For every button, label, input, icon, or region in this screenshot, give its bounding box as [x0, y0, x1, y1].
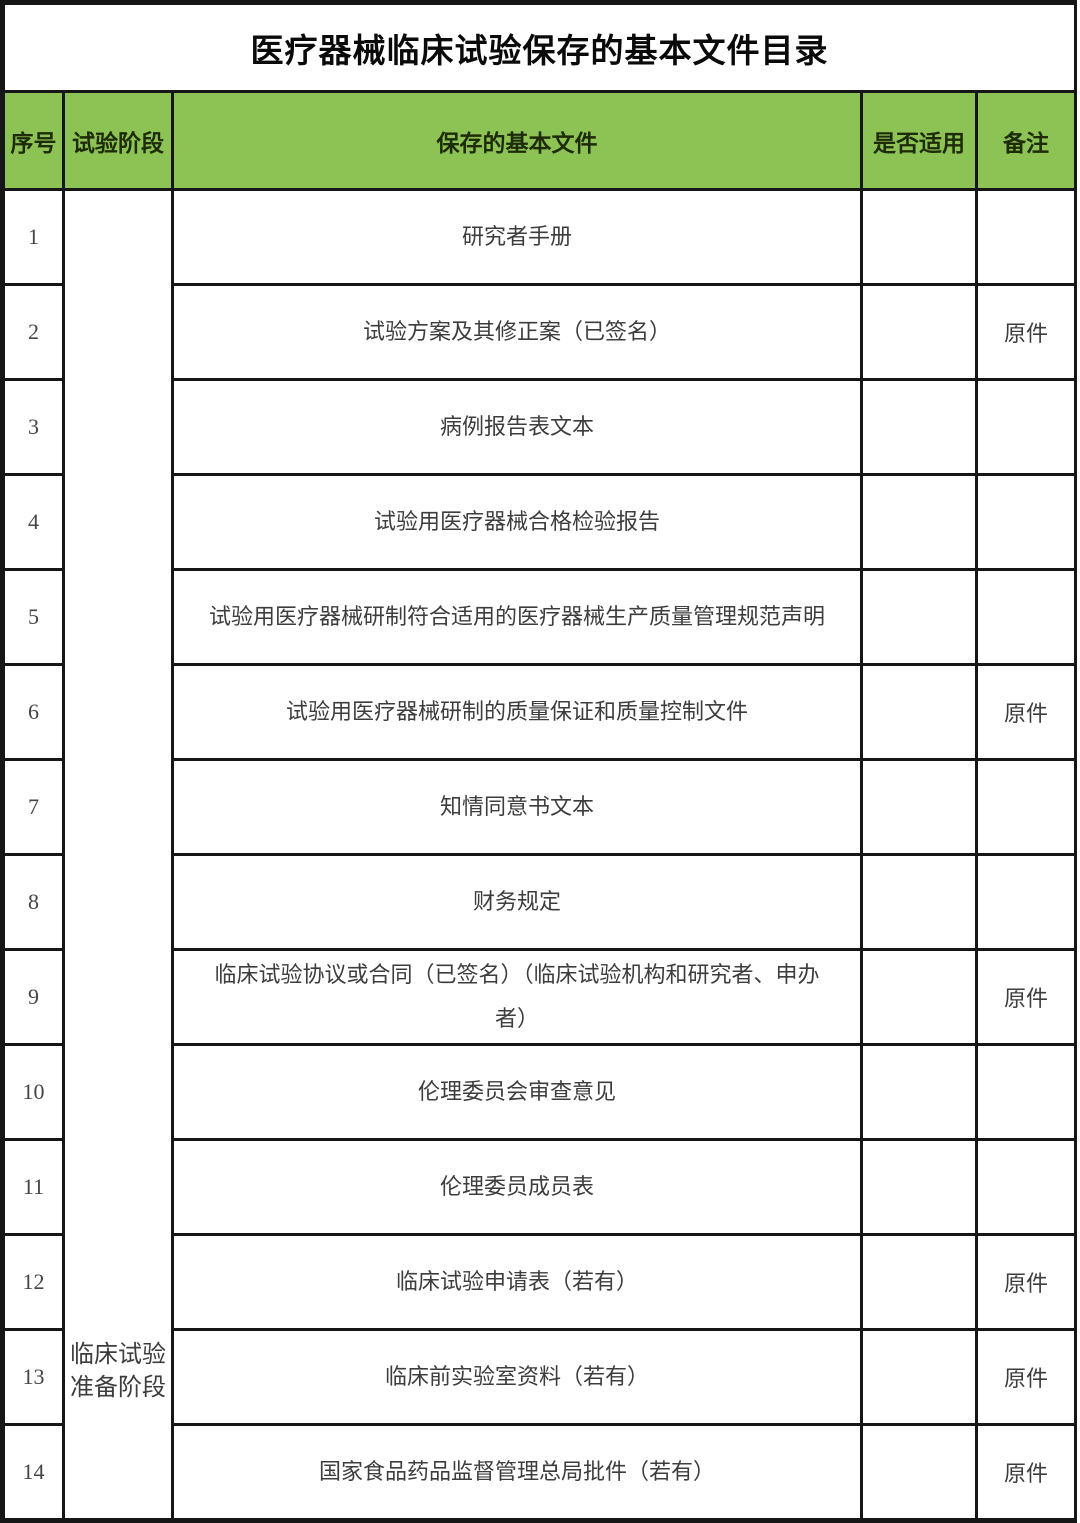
remark-cell: [978, 856, 1074, 948]
row-index: 11: [5, 1141, 62, 1233]
remark-cell: [978, 571, 1074, 663]
applicable-cell: [863, 191, 975, 283]
document-name: 试验用医疗器械研制符合适用的医疗器械生产质量管理规范声明: [174, 571, 860, 663]
remark-cell: 原件: [978, 951, 1074, 1043]
remark-cell: [978, 1046, 1074, 1138]
remark-cell: [978, 476, 1074, 568]
document-name: 研究者手册: [174, 191, 860, 283]
document-name: 试验方案及其修正案（已签名）: [174, 286, 860, 378]
row-index: 1: [5, 191, 62, 283]
remark-cell: [978, 191, 1074, 283]
column-header-applicable: 是否适用: [863, 93, 975, 188]
row-index: 8: [5, 856, 62, 948]
row-index: 6: [5, 666, 62, 758]
applicable-cell: [863, 856, 975, 948]
phase-merged-cell: 临床试验准备阶段: [65, 191, 171, 1518]
applicable-cell: [863, 1046, 975, 1138]
applicable-cell: [863, 666, 975, 758]
row-index: 2: [5, 286, 62, 378]
document-name: 临床前实验室资料（若有）: [174, 1331, 860, 1423]
applicable-cell: [863, 286, 975, 378]
applicable-cell: [863, 1141, 975, 1233]
remark-cell: [978, 1141, 1074, 1233]
applicable-cell: [863, 1426, 975, 1518]
applicable-cell: [863, 571, 975, 663]
remark-cell: 原件: [978, 286, 1074, 378]
applicable-cell: [863, 951, 975, 1043]
document-name: 国家食品药品监督管理总局批件（若有）: [174, 1426, 860, 1518]
document-name: 临床试验申请表（若有）: [174, 1236, 860, 1328]
remark-cell: [978, 381, 1074, 473]
column-header-phase: 试验阶段: [65, 93, 171, 188]
applicable-cell: [863, 476, 975, 568]
row-index: 9: [5, 951, 62, 1043]
document-name: 伦理委员成员表: [174, 1141, 860, 1233]
row-index: 7: [5, 761, 62, 853]
document-name: 病例报告表文本: [174, 381, 860, 473]
applicable-cell: [863, 1331, 975, 1423]
row-index: 4: [5, 476, 62, 568]
column-header-document: 保存的基本文件: [174, 93, 860, 188]
remark-cell: 原件: [978, 1426, 1074, 1518]
document-name: 知情同意书文本: [174, 761, 860, 853]
column-header-remark: 备注: [978, 93, 1074, 188]
row-index: 13: [5, 1331, 62, 1423]
row-index: 12: [5, 1236, 62, 1328]
row-index: 5: [5, 571, 62, 663]
remark-cell: 原件: [978, 1236, 1074, 1328]
applicable-cell: [863, 1236, 975, 1328]
phase-label: 临床试验准备阶段: [70, 1342, 166, 1401]
document-name: 财务规定: [174, 856, 860, 948]
document-name: 试验用医疗器械研制的质量保证和质量控制文件: [174, 666, 860, 758]
document-name: 临床试验协议或合同（已签名）（临床试验机构和研究者、申办者）: [174, 951, 860, 1043]
document-name: 伦理委员会审查意见: [174, 1046, 860, 1138]
column-header-index: 序号: [5, 93, 62, 188]
document-name: 试验用医疗器械合格检验报告: [174, 476, 860, 568]
remark-cell: [978, 761, 1074, 853]
table-title: 医疗器械临床试验保存的基本文件目录: [5, 5, 1074, 90]
row-index: 14: [5, 1426, 62, 1518]
remark-cell: 原件: [978, 666, 1074, 758]
remark-cell: 原件: [978, 1331, 1074, 1423]
applicable-cell: [863, 761, 975, 853]
applicable-cell: [863, 381, 975, 473]
row-index: 3: [5, 381, 62, 473]
row-index: 10: [5, 1046, 62, 1138]
